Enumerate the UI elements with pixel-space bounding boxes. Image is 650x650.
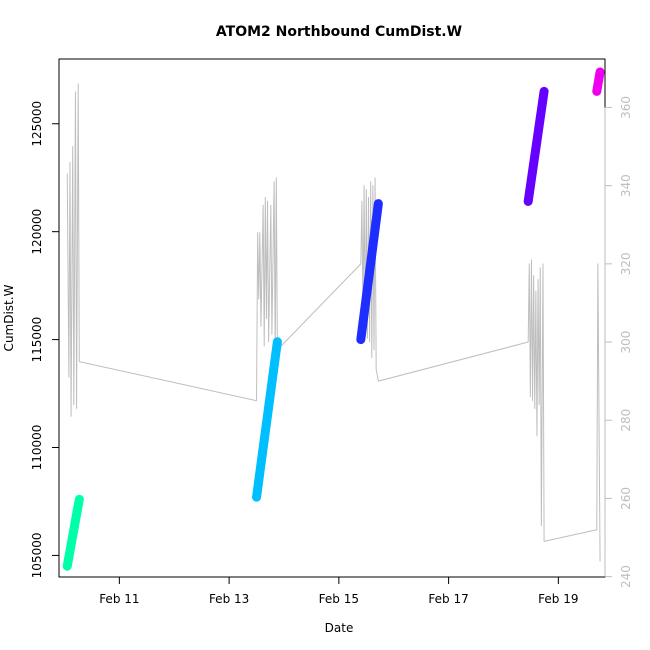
plot-frame [58, 58, 606, 578]
chart-title: ATOM2 Northbound CumDist.W [216, 24, 462, 40]
x-tick-label-2: Feb 15 [319, 592, 359, 606]
y-tick-label-2: 115000 [30, 317, 44, 363]
y2-tick-label-0: 240 [619, 565, 633, 588]
plot-area [62, 67, 605, 571]
x-tick-label-3: Feb 17 [428, 592, 468, 606]
y-tick-label-0: 105000 [30, 533, 44, 579]
y2-tick-label-1: 260 [619, 487, 633, 510]
y-tick-label-1: 110000 [30, 425, 44, 471]
x-axis: Feb 11 Feb 13 Feb 15 Feb 17 Feb 19 [99, 576, 579, 606]
y2-tick-label-3: 300 [619, 331, 633, 354]
x-axis-title: Date [325, 621, 354, 635]
y-tick-label-3: 120000 [30, 209, 44, 255]
series-line-1 [62, 494, 84, 571]
x-tick-label-0: Feb 11 [99, 592, 139, 606]
series-line-3 [356, 199, 383, 345]
y-axis-right: 240 260 280 300 320 340 360 [604, 96, 633, 588]
y2-tick-label-6: 360 [619, 96, 633, 119]
background-series-line-0 [66, 83, 601, 562]
x-tick-label-1: Feb 13 [209, 592, 249, 606]
series-line-4 [523, 86, 549, 206]
y-tick-label-4: 125000 [30, 101, 44, 147]
y-axis-left: 105000 110000 115000 120000 125000 [30, 101, 60, 579]
y-axis-title: CumDist.W [2, 284, 16, 351]
y2-tick-label-5: 340 [619, 174, 633, 197]
y2-tick-label-4: 320 [619, 252, 633, 275]
series-line-2 [252, 337, 282, 502]
y2-tick-label-2: 280 [619, 409, 633, 432]
x-tick-label-4: Feb 19 [538, 592, 578, 606]
series-line-5 [592, 67, 605, 96]
